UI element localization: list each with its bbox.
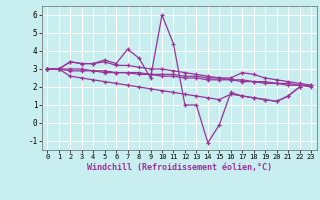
X-axis label: Windchill (Refroidissement éolien,°C): Windchill (Refroidissement éolien,°C) (87, 163, 272, 172)
